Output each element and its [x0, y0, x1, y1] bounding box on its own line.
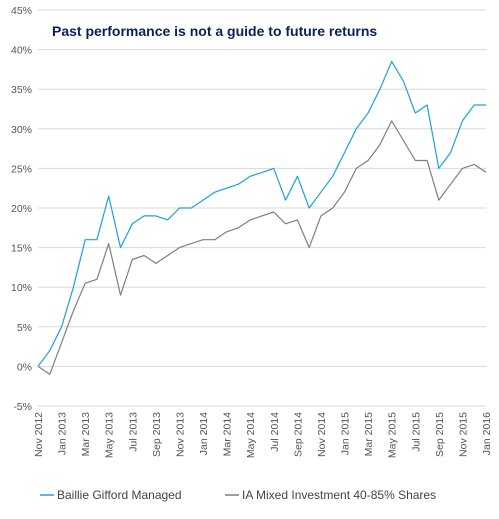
x-tick-label: Nov 2015 [457, 412, 469, 457]
x-tick-label: Nov 2014 [316, 412, 328, 457]
y-tick-label: 40% [11, 45, 32, 57]
series-lines [37, 60, 487, 375]
x-tick-label: Jul 2013 [127, 412, 139, 452]
x-tick-label: May 2014 [245, 412, 257, 458]
y-tick-label: 20% [11, 203, 32, 215]
x-tick-label: Jan 2014 [198, 412, 210, 455]
x-tick-label: Jan 2016 [481, 412, 493, 455]
y-tick-label: 15% [11, 243, 32, 255]
y-axis: -5% 0% 5% 10% 15% 20% 25% 30% 35% 40% 45% [11, 5, 32, 413]
legend-label: Baillie Gifford Managed [57, 488, 182, 502]
x-tick-label: Nov 2012 [33, 412, 45, 457]
x-tick-label: Jul 2014 [269, 412, 281, 452]
legend-label: IA Mixed Investment 40-85% Shares [242, 488, 436, 502]
x-tick-label: Mar 2013 [80, 412, 92, 457]
y-tick-label: 25% [11, 163, 32, 175]
series-line-baillie-gifford-managed [37, 60, 486, 367]
series-line-ia-mixed-investment-40-85-shares [37, 120, 487, 375]
x-tick-label: May 2015 [387, 412, 399, 458]
y-tick-label: -5% [13, 401, 32, 413]
x-tick-label: Mar 2014 [222, 412, 234, 457]
y-tick-label: 35% [11, 84, 32, 96]
y-tick-label: 45% [11, 5, 32, 17]
x-tick-label: Mar 2015 [363, 412, 375, 457]
y-tick-label: 5% [17, 322, 32, 334]
x-tick-label: Jan 2015 [340, 412, 352, 455]
x-tick-label: Jan 2013 [57, 412, 69, 455]
legend: Baillie Gifford Managed IA Mixed Investme… [40, 488, 436, 502]
chart-title: Past performance is not a guide to futur… [52, 23, 377, 39]
x-axis: Nov 2012 Jan 2013 Mar 2013 May 2013 Jul 2013… [33, 412, 493, 458]
x-tick-label: Jul 2015 [410, 412, 422, 452]
x-tick-label: Nov 2013 [174, 412, 186, 457]
gridlines [38, 9, 486, 407]
x-tick-label: Sep 2014 [292, 412, 304, 457]
y-tick-label: 0% [17, 361, 32, 373]
y-tick-label: 10% [11, 282, 32, 294]
x-tick-label: Sep 2013 [151, 412, 163, 457]
x-tick-label: May 2013 [104, 412, 116, 458]
y-tick-label: 30% [11, 124, 32, 136]
x-tick-label: Sep 2015 [434, 412, 446, 457]
